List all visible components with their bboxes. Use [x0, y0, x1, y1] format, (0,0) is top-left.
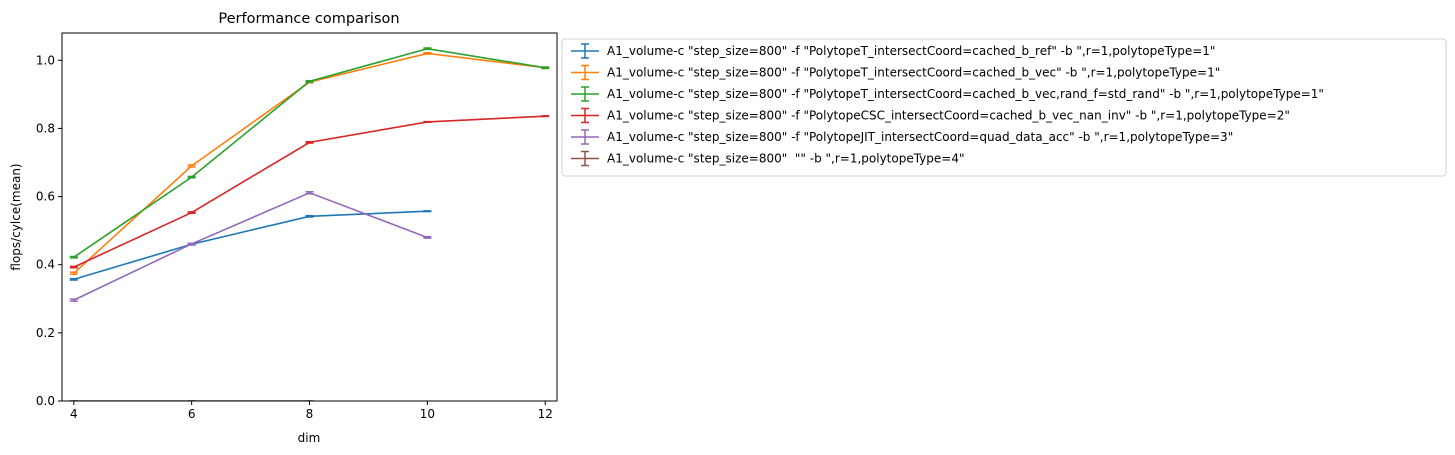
legend: A1_volume-c "step_size=800" -f "Polytope…: [561, 38, 1447, 177]
legend-item: A1_volume-c "step_size=800" "" -b ",r=1,…: [571, 150, 965, 167]
y-tick-label: 0.2: [36, 326, 55, 340]
legend-item: A1_volume-c "step_size=800" -f "Polytope…: [571, 107, 1290, 124]
legend-item: A1_volume-c "step_size=800" -f "Polytope…: [571, 129, 1233, 145]
series-1: [69, 210, 432, 281]
legend-label: A1_volume-c "step_size=800" "" -b ",r=1,…: [607, 152, 965, 166]
series-layer: [69, 47, 550, 401]
x-axis-ticks: 4 6 8 10 12: [70, 401, 553, 421]
y-tick-label: 0.6: [36, 190, 55, 204]
y-tick-label: 0.8: [36, 121, 55, 135]
chart-title: Performance comparison: [218, 11, 399, 27]
legend-label: A1_volume-c "step_size=800" -f "Polytope…: [607, 130, 1233, 144]
legend-item: A1_volume-c "step_size=800" -f "Polytope…: [571, 43, 1215, 59]
legend-label: A1_volume-c "step_size=800" -f "Polytope…: [607, 44, 1215, 58]
x-tick-label: 6: [188, 407, 196, 421]
series-line: [73, 191, 428, 301]
legend-label: A1_volume-c "step_size=800" -f "Polytope…: [607, 87, 1324, 101]
y-tick-label: 0.0: [36, 394, 55, 408]
legend-item: A1_volume-c "step_size=800" -f "Polytope…: [571, 86, 1324, 102]
legend-item: A1_volume-c "step_size=800" -f "Polytope…: [571, 64, 1220, 81]
y-tick-label: 0.4: [36, 258, 55, 272]
y-tick-label: 1.0: [36, 53, 55, 67]
series-5: [69, 191, 432, 302]
series-4: [69, 115, 550, 269]
series-2: [69, 52, 550, 275]
series-line: [73, 210, 428, 281]
x-tick-label: 10: [420, 407, 435, 421]
x-axis-label: dim: [298, 431, 321, 445]
x-tick-label: 8: [306, 407, 314, 421]
x-tick-label: 12: [538, 407, 553, 421]
legend-label: A1_volume-c "step_size=800" -f "Polytope…: [607, 109, 1290, 123]
series-line: [73, 52, 546, 274]
legend-label: A1_volume-c "step_size=800" -f "Polytope…: [607, 66, 1220, 80]
x-tick-label: 4: [70, 407, 78, 421]
series-3: [69, 47, 550, 259]
y-axis-label: flops/cylce(mean): [9, 163, 23, 270]
legend-box: [561, 38, 1447, 177]
y-axis-ticks: 0.0 0.2 0.4 0.6 0.8 1.0: [36, 53, 62, 408]
